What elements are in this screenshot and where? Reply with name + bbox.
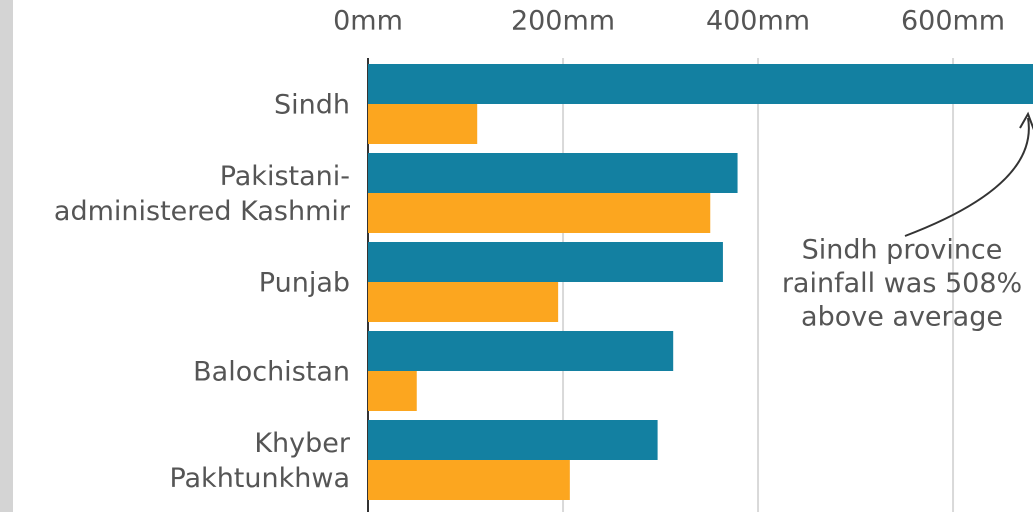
bar	[368, 331, 674, 371]
bar	[368, 371, 417, 411]
category-label: Pakistani-	[220, 161, 350, 192]
category-label: Pakhtunkhwa	[169, 463, 350, 494]
bar	[368, 460, 570, 500]
arrow-head	[1019, 111, 1033, 131]
x-tick-label: 600mm	[901, 6, 1005, 37]
labels: 0mm 200mm 400mm 600mm Sindh Pakistani-adminis…	[54, 6, 1022, 495]
category-label: Khyber	[254, 428, 351, 459]
bars	[368, 64, 1033, 500]
x-tick-label: 400mm	[706, 6, 810, 37]
annotation-arrow	[904, 117, 1030, 237]
category-label: Sindh	[274, 90, 350, 121]
window-edge	[0, 0, 13, 512]
category-label: Balochistan	[193, 357, 350, 388]
category-label: administered Kashmir	[54, 196, 351, 227]
bar	[368, 242, 723, 282]
bar	[368, 64, 1033, 104]
bar	[368, 282, 559, 322]
annotation: Sindh province	[802, 235, 1003, 266]
category-label: Punjab	[259, 268, 350, 299]
bar	[368, 193, 711, 233]
annotation: above average	[801, 302, 1003, 333]
bar	[368, 153, 738, 193]
annotation: rainfall was 508%	[782, 268, 1022, 299]
x-tick-label: 200mm	[511, 6, 615, 37]
bar	[368, 420, 658, 460]
x-tick-label: 0mm	[333, 6, 403, 37]
bar	[368, 104, 478, 144]
